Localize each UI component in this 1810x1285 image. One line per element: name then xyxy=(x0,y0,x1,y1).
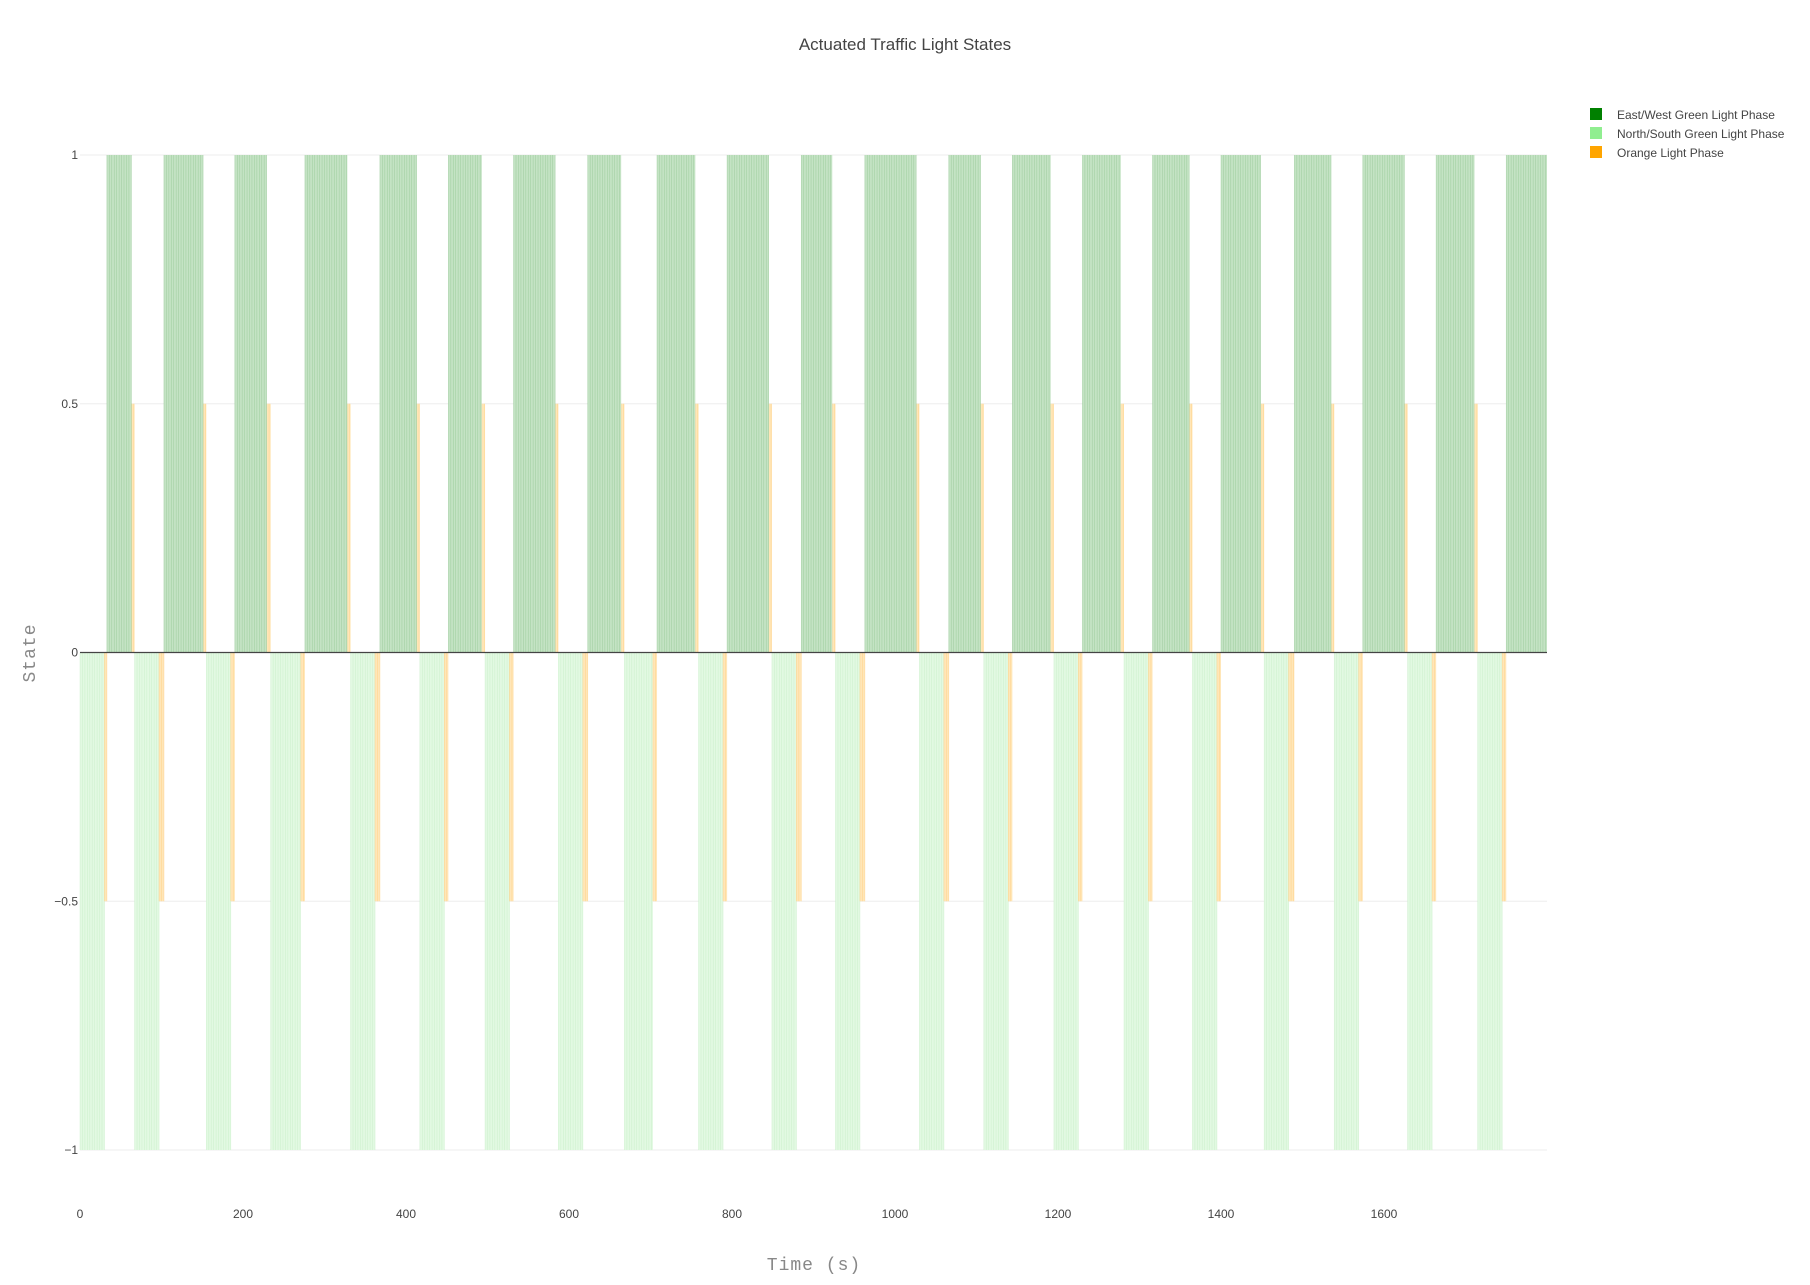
ew-bar xyxy=(1436,155,1475,653)
orange-bar xyxy=(832,403,836,653)
north-south-bars xyxy=(79,652,1503,1150)
orange-bar xyxy=(1358,652,1363,902)
x-tick-label: 600 xyxy=(559,1207,579,1221)
orange-bar xyxy=(621,403,625,653)
ew-bar xyxy=(657,155,696,653)
orange-bar xyxy=(1078,652,1083,902)
chart-title: Actuated Traffic Light States xyxy=(799,35,1011,54)
ew-bar xyxy=(304,155,348,653)
orange-bar xyxy=(1288,652,1295,902)
ew-bar xyxy=(1082,155,1121,653)
ew-bar xyxy=(948,155,981,653)
legend-label-orange: Orange Light Phase xyxy=(1617,146,1724,160)
ew-bar xyxy=(1506,155,1547,653)
ew-bar xyxy=(448,155,482,653)
orange-bar xyxy=(444,652,449,902)
orange-bar xyxy=(768,403,772,653)
ew-bar xyxy=(1152,155,1190,653)
orange-bar xyxy=(481,403,486,653)
orange-bar xyxy=(652,652,658,902)
orange-bars xyxy=(104,403,1507,902)
x-tick-label: 800 xyxy=(722,1207,742,1221)
legend-swatch-orange xyxy=(1590,146,1602,158)
x-tick-label: 0 xyxy=(77,1207,84,1221)
orange-bar xyxy=(104,652,107,902)
y-tick-label: −0.5 xyxy=(54,894,78,908)
east-west-bars xyxy=(106,155,1547,653)
legend-item-north-south[interactable]: North/South Green Light Phase xyxy=(1590,127,1785,141)
ew-bar xyxy=(1221,155,1261,653)
orange-bar xyxy=(1432,652,1437,902)
ew-bar xyxy=(379,155,417,653)
orange-bar xyxy=(1502,652,1507,902)
legend[interactable]: East/West Green Light Phase North/South … xyxy=(1590,108,1785,160)
orange-bar xyxy=(203,403,207,653)
legend-swatch-north-south xyxy=(1590,127,1602,139)
ew-bar xyxy=(587,155,622,653)
orange-bar xyxy=(1120,403,1125,653)
orange-bar xyxy=(555,403,559,653)
orange-bar xyxy=(1148,652,1153,902)
ns-bar xyxy=(270,652,301,1150)
legend-item-orange[interactable]: Orange Light Phase xyxy=(1590,146,1724,160)
ew-bar xyxy=(864,155,917,653)
orange-bar xyxy=(1331,403,1335,653)
orange-bar xyxy=(980,403,984,653)
ew-bar xyxy=(234,155,267,653)
y-tick-label: 0.5 xyxy=(61,397,78,411)
orange-bar xyxy=(300,652,305,902)
x-axis-label: Time (s) xyxy=(767,1256,861,1276)
orange-bar xyxy=(509,652,514,902)
orange-bar xyxy=(131,403,135,653)
y-axis-label: State xyxy=(21,623,41,682)
y-tick-label: 0 xyxy=(71,646,78,660)
ew-bar xyxy=(1362,155,1405,653)
orange-bar xyxy=(230,652,235,902)
orange-bar xyxy=(1474,403,1478,653)
x-tick-label: 1200 xyxy=(1045,1207,1072,1221)
orange-bar xyxy=(347,403,351,653)
legend-swatch-east-west xyxy=(1590,108,1602,120)
x-tick-label: 200 xyxy=(233,1207,253,1221)
legend-label-east-west: East/West Green Light Phase xyxy=(1617,108,1775,122)
ew-bar xyxy=(513,155,556,653)
orange-bar xyxy=(1216,652,1221,902)
orange-bar xyxy=(1008,652,1013,902)
orange-bar xyxy=(695,403,699,653)
y-tick-label: −1 xyxy=(64,1143,78,1157)
x-tick-label: 1600 xyxy=(1371,1207,1398,1221)
y-tick-label: 1 xyxy=(71,148,78,162)
orange-bar xyxy=(1404,403,1408,653)
orange-bar xyxy=(916,403,920,653)
orange-bar xyxy=(1189,403,1193,653)
x-tick-label: 400 xyxy=(396,1207,416,1221)
orange-bar xyxy=(266,403,271,653)
x-tick-label: 1400 xyxy=(1208,1207,1235,1221)
legend-item-east-west[interactable]: East/West Green Light Phase xyxy=(1590,108,1775,122)
ew-bar xyxy=(1294,155,1332,653)
ew-bar xyxy=(727,155,769,653)
x-tick-labels: 0 200 400 600 800 1000 1200 1400 1600 xyxy=(77,1207,1398,1221)
ew-bar xyxy=(1012,155,1051,653)
orange-bar xyxy=(1260,403,1265,653)
orange-bar xyxy=(1050,403,1054,653)
orange-bar xyxy=(416,403,420,653)
legend-label-north-south: North/South Green Light Phase xyxy=(1617,127,1785,141)
orange-bar xyxy=(723,652,728,902)
y-tick-labels: −1 −0.5 0 0.5 1 xyxy=(54,148,78,1157)
x-tick-label: 1000 xyxy=(882,1207,909,1221)
